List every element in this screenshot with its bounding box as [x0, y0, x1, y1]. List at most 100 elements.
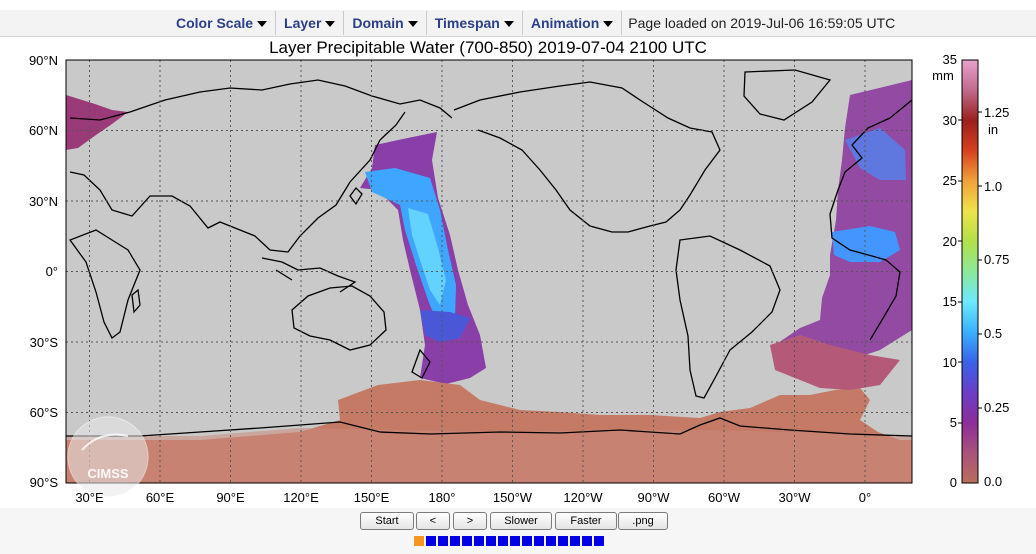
coastline-south-america — [675, 235, 781, 399]
pw-antarctic-sheet — [66, 428, 912, 483]
mm-tick-25: 25 — [943, 173, 957, 188]
in-tick-0.5: 0.5 — [984, 326, 1002, 341]
colorbar-mm-unit: mm — [932, 68, 954, 83]
in-tick-1.25: 1.25 — [984, 105, 1009, 120]
previous-frame-button[interactable]: < — [416, 512, 450, 530]
coastline-new-zealand — [411, 348, 431, 379]
frame-box[interactable] — [414, 536, 424, 546]
frame-box[interactable] — [594, 536, 604, 546]
frame-box[interactable] — [534, 536, 544, 546]
pw-atlantic-blue — [845, 128, 906, 180]
frame-box[interactable] — [570, 536, 580, 546]
pw-atlantic-tropical — [832, 226, 900, 262]
lon-label-150w: 150°W — [493, 490, 533, 505]
colorbar: mm in 35 30 25 20 15 10 5 0 1.25 1.0 0.7… — [932, 52, 1009, 490]
mm-tick-5: 5 — [950, 415, 957, 430]
coastline-africa — [68, 229, 141, 339]
chevron-down-icon — [603, 21, 614, 27]
cimss-logo-text: CIMSS — [87, 466, 129, 481]
colorbar-mm-ticks: 35 30 25 20 15 10 5 0 — [943, 52, 957, 490]
lat-label-60s: 60°S — [30, 405, 59, 420]
colorbar-in-tickmarks — [978, 111, 982, 409]
map-frame — [65, 59, 913, 484]
lat-label-30n: 30°N — [29, 194, 58, 209]
cimss-logo-swoosh — [81, 433, 129, 451]
lon-label-120e: 120°E — [283, 490, 319, 505]
frame-box[interactable] — [510, 536, 520, 546]
lon-label-60e: 60°E — [146, 490, 175, 505]
map-title: Layer Precipitable Water (700-850) 2019-… — [269, 38, 707, 57]
frame-box[interactable] — [474, 536, 484, 546]
menu-color-scale[interactable]: Color Scale — [168, 11, 277, 35]
frame-box[interactable] — [582, 536, 592, 546]
frame-box[interactable] — [558, 536, 568, 546]
lon-label-180: 180° — [429, 490, 456, 505]
coastline-indonesia — [261, 257, 357, 293]
coastline-eurasia — [69, 79, 453, 253]
lat-label-90s: 90°S — [30, 475, 59, 490]
mm-tick-30: 30 — [943, 113, 957, 128]
graticule — [66, 60, 912, 483]
mm-tick-0: 0 — [950, 475, 957, 490]
menu-layer[interactable]: Layer — [276, 11, 345, 35]
chevron-down-icon — [325, 21, 336, 27]
coastline-greenland — [743, 69, 832, 121]
in-tick-0.0: 0.0 — [984, 474, 1002, 489]
colorbar-mm-tickmarks — [958, 119, 962, 424]
frame-box[interactable] — [426, 536, 436, 546]
cimss-logo-disk — [67, 416, 149, 498]
frame-indicator — [414, 536, 604, 546]
next-frame-button[interactable]: > — [453, 512, 487, 530]
mm-tick-15: 15 — [943, 294, 957, 309]
lat-label-eq: 0° — [46, 264, 58, 279]
animation-controls: Start < > Slower Faster .png — [0, 508, 1036, 554]
lat-label-30s: 30°S — [30, 335, 59, 350]
coastline-europe-africa-west — [829, 99, 912, 341]
frame-box[interactable] — [462, 536, 472, 546]
menu-timespan-label: Timespan — [434, 15, 500, 31]
pw-pacific-blue-band — [420, 310, 470, 342]
frame-box[interactable] — [486, 536, 496, 546]
menu-animation[interactable]: Animation — [523, 11, 623, 35]
frame-box[interactable] — [546, 536, 556, 546]
coastline-australia — [291, 285, 387, 351]
chevron-down-icon — [257, 21, 268, 27]
coastline-north-america — [453, 81, 721, 233]
precipitable-water-field — [66, 80, 912, 483]
slower-button[interactable]: Slower — [490, 512, 552, 530]
menu-animation-label: Animation — [530, 15, 600, 31]
in-tick-0.75: 0.75 — [984, 252, 1009, 267]
lon-label-90e: 90°E — [216, 490, 245, 505]
mm-tick-20: 20 — [943, 234, 957, 249]
frame-box[interactable] — [498, 536, 508, 546]
page-loaded-status: Page loaded on 2019-Jul-06 16:59:05 UTC — [628, 15, 896, 31]
frame-box[interactable] — [522, 536, 532, 546]
menu-domain-label: Domain — [352, 15, 404, 31]
pw-arctic-west — [66, 95, 128, 150]
menu-timespan[interactable]: Timespan — [427, 11, 523, 35]
frame-box[interactable] — [450, 536, 460, 546]
pw-pacific-very-moist — [408, 208, 446, 305]
mm-tick-10: 10 — [943, 355, 957, 370]
pw-southern-atlantic-band — [770, 335, 900, 390]
lon-label-120w: 120°W — [563, 490, 603, 505]
lat-label-90n: 90°N — [29, 53, 58, 68]
menu-bar: Color Scale Layer Domain Timespan Animat… — [0, 10, 1036, 37]
lon-labels: 30°E 60°E 90°E 120°E 150°E 180° 150°W 12… — [75, 490, 871, 505]
lon-label-0: 0° — [859, 490, 871, 505]
mm-tick-35: 35 — [943, 52, 957, 67]
save-png-button[interactable]: .png — [618, 512, 668, 530]
menu-domain[interactable]: Domain — [344, 11, 427, 35]
frame-box[interactable] — [438, 536, 448, 546]
menu-layer-label: Layer — [284, 15, 322, 31]
lat-label-60n: 60°N — [29, 123, 58, 138]
in-tick-0.25: 0.25 — [984, 400, 1009, 415]
colorbar-in-unit: in — [988, 122, 998, 137]
colorbar-in-ticks: 1.25 1.0 0.75 0.5 0.25 0.0 — [984, 105, 1009, 489]
coastline-madagascar — [131, 288, 141, 314]
faster-button[interactable]: Faster — [555, 512, 617, 530]
start-button[interactable]: Start — [360, 512, 414, 530]
lon-label-90w: 90°W — [638, 490, 671, 505]
cimss-logo: CIMSS — [67, 416, 149, 498]
